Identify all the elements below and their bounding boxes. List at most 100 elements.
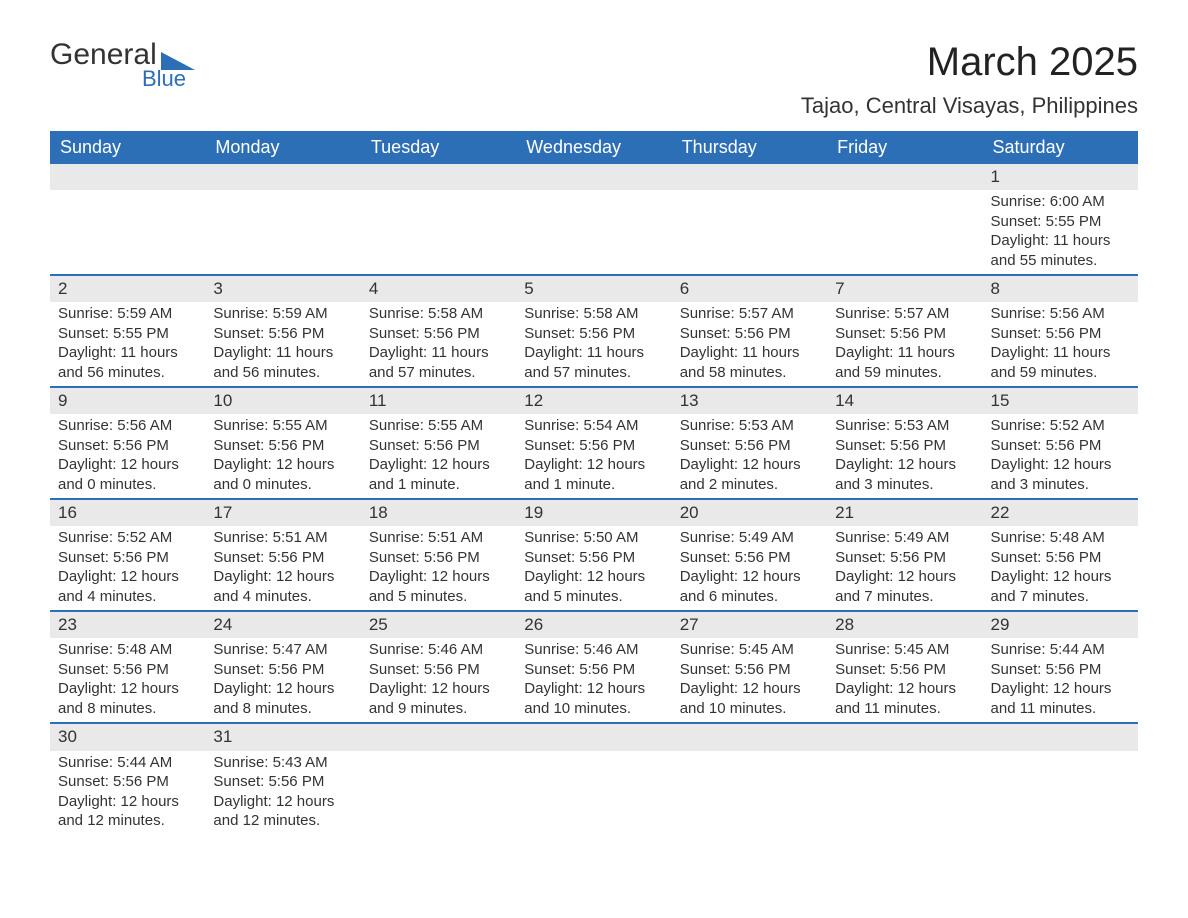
day-dl1: Daylight: 12 hours bbox=[213, 567, 352, 587]
day-detail-cell: Sunrise: 5:46 AMSunset: 5:56 PMDaylight:… bbox=[361, 638, 516, 723]
day-dl2: and 8 minutes. bbox=[58, 699, 197, 719]
day-detail-cell bbox=[361, 190, 516, 275]
calendar-header-wednesday: Wednesday bbox=[516, 131, 671, 164]
logo-word-blue: Blue bbox=[142, 68, 195, 90]
day-number-cell bbox=[361, 164, 516, 190]
day-sunset: Sunset: 5:56 PM bbox=[991, 324, 1130, 344]
day-dl1: Daylight: 12 hours bbox=[524, 567, 663, 587]
day-detail-cell bbox=[516, 190, 671, 275]
day-dl1: Daylight: 11 hours bbox=[213, 343, 352, 363]
day-sunrise: Sunrise: 5:51 AM bbox=[213, 528, 352, 548]
day-sunset: Sunset: 5:56 PM bbox=[835, 660, 974, 680]
day-number-cell: 12 bbox=[516, 387, 671, 414]
day-detail-cell bbox=[205, 190, 360, 275]
day-detail-cell: Sunrise: 5:55 AMSunset: 5:56 PMDaylight:… bbox=[361, 414, 516, 499]
day-dl1: Daylight: 12 hours bbox=[213, 792, 352, 812]
day-dl2: and 5 minutes. bbox=[524, 587, 663, 607]
day-number-cell: 25 bbox=[361, 611, 516, 638]
week-4-detail-row: Sunrise: 5:48 AMSunset: 5:56 PMDaylight:… bbox=[50, 638, 1138, 723]
day-sunrise: Sunrise: 5:58 AM bbox=[524, 304, 663, 324]
day-sunset: Sunset: 5:56 PM bbox=[213, 436, 352, 456]
day-dl2: and 11 minutes. bbox=[991, 699, 1130, 719]
day-sunrise: Sunrise: 6:00 AM bbox=[991, 192, 1130, 212]
day-detail-cell bbox=[50, 190, 205, 275]
day-dl2: and 57 minutes. bbox=[369, 363, 508, 383]
day-sunrise: Sunrise: 5:52 AM bbox=[58, 528, 197, 548]
day-sunrise: Sunrise: 5:56 AM bbox=[58, 416, 197, 436]
day-sunrise: Sunrise: 5:46 AM bbox=[524, 640, 663, 660]
day-detail-cell: Sunrise: 5:54 AMSunset: 5:56 PMDaylight:… bbox=[516, 414, 671, 499]
day-dl2: and 2 minutes. bbox=[680, 475, 819, 495]
day-number-cell: 9 bbox=[50, 387, 205, 414]
day-detail-cell bbox=[827, 751, 982, 835]
calendar-header-saturday: Saturday bbox=[983, 131, 1138, 164]
day-sunset: Sunset: 5:56 PM bbox=[58, 548, 197, 568]
day-number-cell: 11 bbox=[361, 387, 516, 414]
title-block: March 2025 Tajao, Central Visayas, Phili… bbox=[801, 40, 1138, 119]
day-sunset: Sunset: 5:56 PM bbox=[524, 660, 663, 680]
week-3-daynum-row: 16171819202122 bbox=[50, 499, 1138, 526]
day-detail-cell: Sunrise: 5:52 AMSunset: 5:56 PMDaylight:… bbox=[983, 414, 1138, 499]
day-number-cell: 29 bbox=[983, 611, 1138, 638]
calendar-header-sunday: Sunday bbox=[50, 131, 205, 164]
header-block: General Blue March 2025 Tajao, Central V… bbox=[50, 40, 1138, 119]
day-number-cell: 7 bbox=[827, 275, 982, 302]
day-number-cell: 3 bbox=[205, 275, 360, 302]
day-dl1: Daylight: 12 hours bbox=[991, 567, 1130, 587]
day-sunrise: Sunrise: 5:58 AM bbox=[369, 304, 508, 324]
day-detail-cell: Sunrise: 5:57 AMSunset: 5:56 PMDaylight:… bbox=[827, 302, 982, 387]
day-dl2: and 57 minutes. bbox=[524, 363, 663, 383]
day-detail-cell: Sunrise: 5:45 AMSunset: 5:56 PMDaylight:… bbox=[827, 638, 982, 723]
week-4-daynum-row: 23242526272829 bbox=[50, 611, 1138, 638]
day-dl2: and 55 minutes. bbox=[991, 251, 1130, 271]
day-detail-cell: Sunrise: 5:46 AMSunset: 5:56 PMDaylight:… bbox=[516, 638, 671, 723]
day-sunset: Sunset: 5:56 PM bbox=[213, 660, 352, 680]
day-sunset: Sunset: 5:56 PM bbox=[524, 324, 663, 344]
day-number-cell: 13 bbox=[672, 387, 827, 414]
day-detail-cell: Sunrise: 5:51 AMSunset: 5:56 PMDaylight:… bbox=[205, 526, 360, 611]
day-dl2: and 3 minutes. bbox=[835, 475, 974, 495]
day-sunrise: Sunrise: 5:49 AM bbox=[835, 528, 974, 548]
day-sunrise: Sunrise: 5:57 AM bbox=[680, 304, 819, 324]
logo-word-general: General bbox=[50, 40, 157, 70]
day-dl1: Daylight: 12 hours bbox=[835, 455, 974, 475]
day-sunset: Sunset: 5:56 PM bbox=[58, 660, 197, 680]
day-number-cell bbox=[205, 164, 360, 190]
day-sunset: Sunset: 5:56 PM bbox=[213, 324, 352, 344]
day-number-cell: 20 bbox=[672, 499, 827, 526]
day-sunset: Sunset: 5:56 PM bbox=[213, 772, 352, 792]
day-dl1: Daylight: 12 hours bbox=[835, 567, 974, 587]
day-sunrise: Sunrise: 5:46 AM bbox=[369, 640, 508, 660]
day-dl2: and 11 minutes. bbox=[835, 699, 974, 719]
day-detail-cell: Sunrise: 5:49 AMSunset: 5:56 PMDaylight:… bbox=[827, 526, 982, 611]
day-sunset: Sunset: 5:56 PM bbox=[58, 436, 197, 456]
day-number-cell bbox=[827, 164, 982, 190]
day-number-cell: 17 bbox=[205, 499, 360, 526]
day-sunrise: Sunrise: 5:48 AM bbox=[991, 528, 1130, 548]
day-number-cell: 1 bbox=[983, 164, 1138, 190]
day-dl2: and 56 minutes. bbox=[213, 363, 352, 383]
day-detail-cell: Sunrise: 5:49 AMSunset: 5:56 PMDaylight:… bbox=[672, 526, 827, 611]
week-0-detail-row: Sunrise: 6:00 AMSunset: 5:55 PMDaylight:… bbox=[50, 190, 1138, 275]
day-number-cell bbox=[516, 164, 671, 190]
day-dl2: and 10 minutes. bbox=[524, 699, 663, 719]
day-number-cell: 18 bbox=[361, 499, 516, 526]
day-detail-cell: Sunrise: 5:47 AMSunset: 5:56 PMDaylight:… bbox=[205, 638, 360, 723]
day-dl2: and 4 minutes. bbox=[213, 587, 352, 607]
day-dl2: and 9 minutes. bbox=[369, 699, 508, 719]
day-detail-cell: Sunrise: 5:59 AMSunset: 5:56 PMDaylight:… bbox=[205, 302, 360, 387]
day-dl1: Daylight: 12 hours bbox=[58, 792, 197, 812]
day-dl1: Daylight: 12 hours bbox=[524, 455, 663, 475]
day-dl1: Daylight: 12 hours bbox=[58, 567, 197, 587]
day-number-cell: 19 bbox=[516, 499, 671, 526]
day-sunrise: Sunrise: 5:56 AM bbox=[991, 304, 1130, 324]
day-sunset: Sunset: 5:56 PM bbox=[680, 324, 819, 344]
day-sunset: Sunset: 5:55 PM bbox=[991, 212, 1130, 232]
day-sunrise: Sunrise: 5:51 AM bbox=[369, 528, 508, 548]
day-dl2: and 5 minutes. bbox=[369, 587, 508, 607]
calendar-table: SundayMondayTuesdayWednesdayThursdayFrid… bbox=[50, 131, 1138, 835]
day-dl2: and 8 minutes. bbox=[213, 699, 352, 719]
day-dl1: Daylight: 12 hours bbox=[680, 679, 819, 699]
day-detail-cell: Sunrise: 5:55 AMSunset: 5:56 PMDaylight:… bbox=[205, 414, 360, 499]
logo: General Blue bbox=[50, 40, 195, 90]
